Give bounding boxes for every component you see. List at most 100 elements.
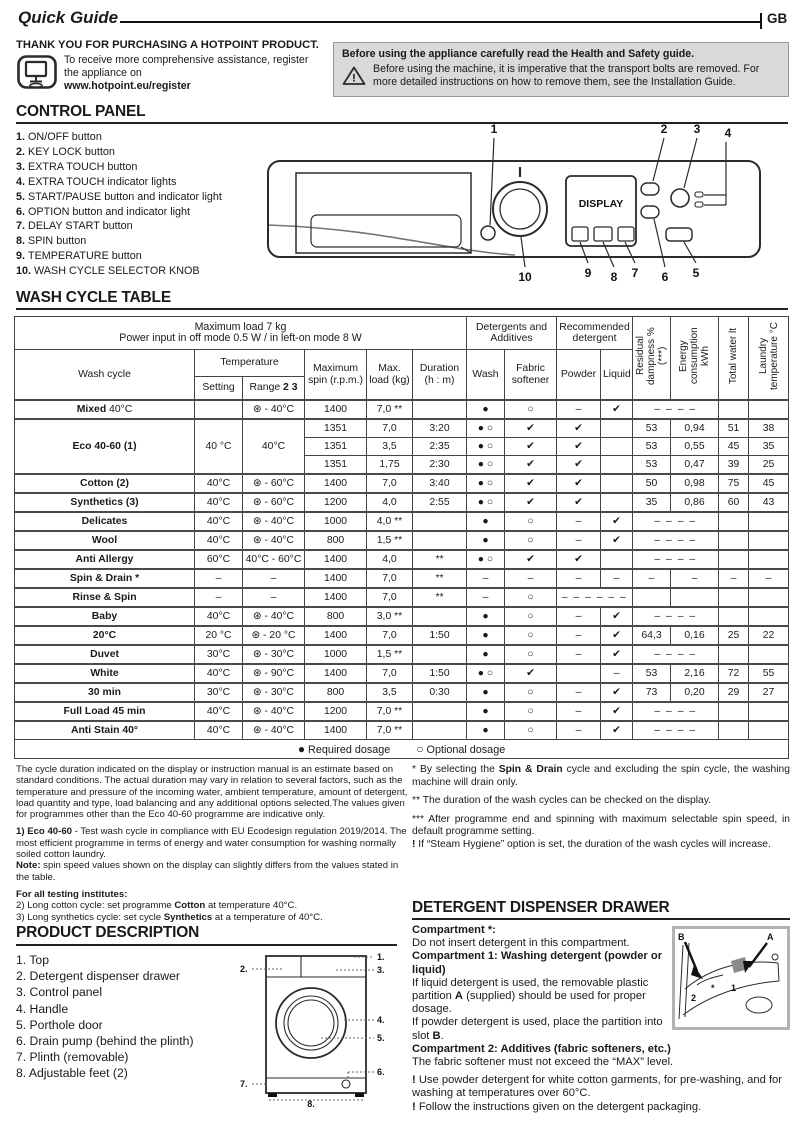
display-panel [565,175,637,247]
table-cell: ✔ [599,399,634,420]
table-cell: 4,0 [366,492,413,513]
table-cell: 53 [632,437,672,456]
meta-max-load: Maximum load 7 kg [194,320,287,333]
table-cell: 53 [632,455,672,475]
col-max-load: Max. load (kg) [366,349,413,401]
delay-start-button[interactable] [617,226,635,242]
table-cell: – [556,720,601,740]
table-cell: ✔ [504,663,557,684]
table-cell: 4,0 ** [366,511,413,532]
table-cell: 7,0 [366,625,413,646]
table-cell: ● [466,625,505,646]
on-off-button[interactable] [480,225,496,241]
paragraph: ! If “Steam Hygiene” option is set, the … [412,838,771,850]
callout-10: 10 [518,270,532,284]
list-item: 4. EXTRA TOUCH indicator lights [16,175,177,188]
table-cell: Synthetics (3) [14,492,195,513]
wash-table-head: Maximum load 7 kg Power input in off mod… [14,316,790,401]
table-cell: ● ○ [466,663,505,684]
wash-cycle-row: Wool 40°C ⊛ - 40°C 800 1,5 ** ● ○ – ✔ – – – – [14,530,790,551]
extra-touch-button[interactable] [670,188,690,208]
wash-cycle-row: Anti Stain 40° 40°C ⊛ - 40°C 1400 7,0 ** ● ○ – ✔… [14,720,790,740]
table-cell: Wool [14,530,195,551]
col-liquid: Liquid [599,349,634,401]
fig-callout-6: 6. [377,1067,385,1077]
table-cell: 2:30 [412,455,467,475]
col-energy: Energy consumption kWh [670,316,720,401]
table-cell: – [748,568,790,589]
table-cell: ✔ [599,530,634,551]
table-cell: 60 [718,492,750,513]
register-line: To receive more comprehensive assistance… [64,54,309,79]
key-lock-button[interactable] [640,182,660,196]
table-cell: – [632,568,672,589]
table-cell: ○ [504,720,557,740]
table-cell: – – – – [632,701,720,722]
table-cell: ● ○ [466,492,505,513]
table-cell: ○ [504,587,557,608]
wash-table-rule [16,308,788,310]
paragraph: *** After programme end and spinning wit… [412,813,790,838]
compartment-star-label: * [711,983,715,993]
table-cell: ● [466,682,505,703]
thank-you-block: THANK YOU FOR PURCHASING A HOTPOINT PROD… [16,39,332,93]
table-cell: 40°C [194,473,243,494]
table-cell: ● ○ [466,455,505,475]
drain-pump [341,1079,351,1089]
table-cell [748,701,790,722]
table-cell: ⊛ - 90°C [242,663,305,684]
table-cell: ○ [504,625,557,646]
dispenser-figure: B A 2 * 1 [672,926,790,1030]
table-cell: 1400 [304,399,367,420]
table-cell: 51 [718,418,750,438]
table-cell [599,492,634,513]
selector-knob[interactable] [492,181,548,237]
start-pause-button[interactable] [665,227,693,242]
legend-optional: Optional dosage [423,744,506,756]
dispenser-section: B A 2 * 1 Compartment *: Do not insert de… [412,924,790,1114]
table-cell [718,530,750,551]
option-button[interactable] [640,205,660,219]
table-cell: 72 [718,663,750,684]
table-cell: 20°C [14,625,195,646]
list-item: 1. ON/OFF button [16,131,102,143]
paragraph: If powder detergent is used, place the p… [412,1016,663,1042]
table-cell: ** [412,549,467,570]
table-cell: ● [466,511,505,532]
table-cell: ⊛ - 30°C [242,644,305,665]
table-cell: 75 [718,473,750,494]
table-cell: ✔ [504,549,557,570]
table-cell: – [466,568,505,589]
table-cell [748,720,790,740]
table-cell: 45 [718,437,750,456]
temperature-button[interactable] [571,226,589,242]
header-tick [760,13,762,29]
paragraph: ! Follow the instructions given on the d… [412,1100,702,1113]
header-rule [120,21,760,23]
table-cell [718,701,750,722]
wash-cycle-row: Spin & Drain * – –1400 7,0 ** – – – – – – – – [14,568,790,589]
table-cell: 53 [632,418,672,438]
table-cell: – – – – – – [555,587,634,608]
table-cell: 40°C [194,606,243,627]
table-cell: ✔ [556,473,601,494]
wash-cycle-row: 1351 1,75 2:30 ● ○ ✔ ✔ 53 0,47 39 25 [15,455,790,475]
table-cell: ○ [504,606,557,627]
table-cell: – [556,568,601,589]
table-cell: 73 [632,682,672,703]
language-badge: GB [767,11,788,26]
col-powder: Powder [556,349,601,401]
table-cell: 1:50 [412,663,467,684]
table-cell: Full Load 45 min [14,701,195,722]
fig-callout-5: 5. [377,1033,385,1043]
spin-button[interactable] [593,226,613,242]
optional-circle-icon: ○ [416,742,424,756]
wash-table-title: WASH CYCLE TABLE [16,289,171,306]
table-cell: – – – – [632,644,720,665]
paragraph: Do not insert detergent in this compartm… [412,937,630,950]
paragraph: Note: spin speed values shown on the dis… [16,860,399,883]
col-recommended: Recommended detergent [555,316,634,350]
table-cell: ● [466,399,505,420]
table-cell: 0,55 [670,437,720,456]
table-cell [748,399,790,420]
